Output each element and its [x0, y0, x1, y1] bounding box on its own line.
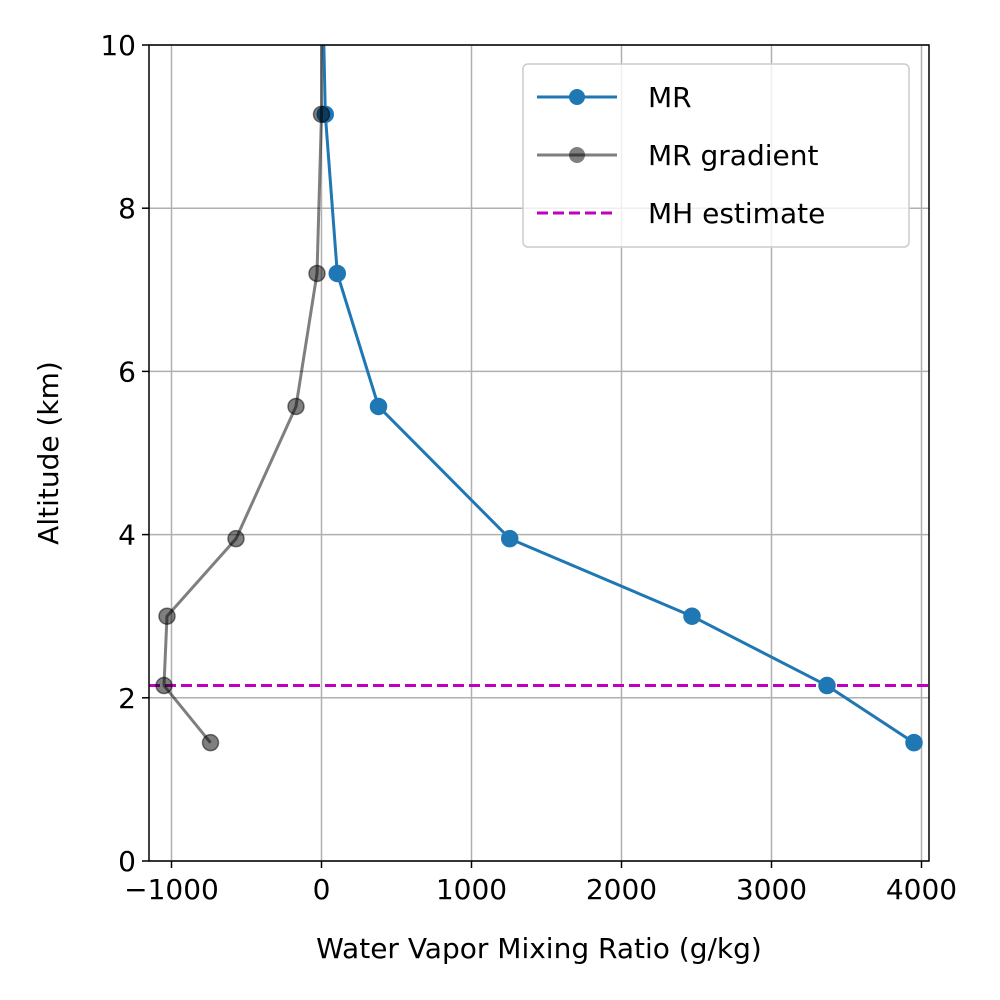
mr-point — [818, 676, 836, 695]
x-tick-label: 0 — [313, 873, 331, 906]
mr-point — [683, 607, 701, 625]
mr-gradient-point — [158, 607, 176, 625]
y-tick-label: 0 — [118, 845, 136, 878]
x-tick-label: 4000 — [886, 873, 957, 906]
mr-point — [501, 529, 519, 548]
mr-point — [905, 733, 923, 752]
series-lines — [155, 45, 923, 752]
y-tick-label: 4 — [118, 519, 136, 552]
mr-point — [328, 264, 346, 283]
mr-gradient-point — [308, 264, 326, 283]
mr-line — [322, 45, 915, 744]
mr-gradient-line — [162, 45, 323, 744]
legend-frame — [522, 63, 910, 248]
x-axis-title: Water Vapor Mixing Ratio (g/kg) — [316, 932, 762, 965]
mr-gradient-point — [201, 733, 220, 752]
x-tick-label: 2000 — [586, 873, 657, 906]
mr-gradient-point — [312, 105, 331, 124]
legend-mr-label: MR — [648, 81, 692, 114]
y-tick-label: 8 — [118, 192, 136, 225]
mr-point — [369, 397, 388, 416]
mr-gradient-point — [155, 676, 173, 695]
plot-frame — [148, 44, 930, 862]
y-tick-label: 6 — [118, 355, 136, 388]
mr-gradient-point — [287, 397, 305, 416]
x-tick-label: 3000 — [736, 873, 807, 906]
y-tick-label: 10 — [100, 29, 136, 62]
x-tick-label: −1000 — [124, 873, 219, 906]
legend-mr-marker — [569, 89, 585, 105]
mr-gradient-point — [227, 529, 245, 548]
legend-mr-gradient-marker — [569, 147, 585, 163]
x-tick-label: 1000 — [436, 873, 507, 906]
legend-mr-gradient-label: MR gradient — [648, 139, 818, 172]
y-axis-title: Altitude (km) — [32, 361, 65, 545]
legend-mh-estimate-label: MH estimate — [648, 197, 825, 230]
y-tick-label: 2 — [118, 682, 136, 715]
legend: MR MR gradient MH estimate — [522, 63, 910, 248]
